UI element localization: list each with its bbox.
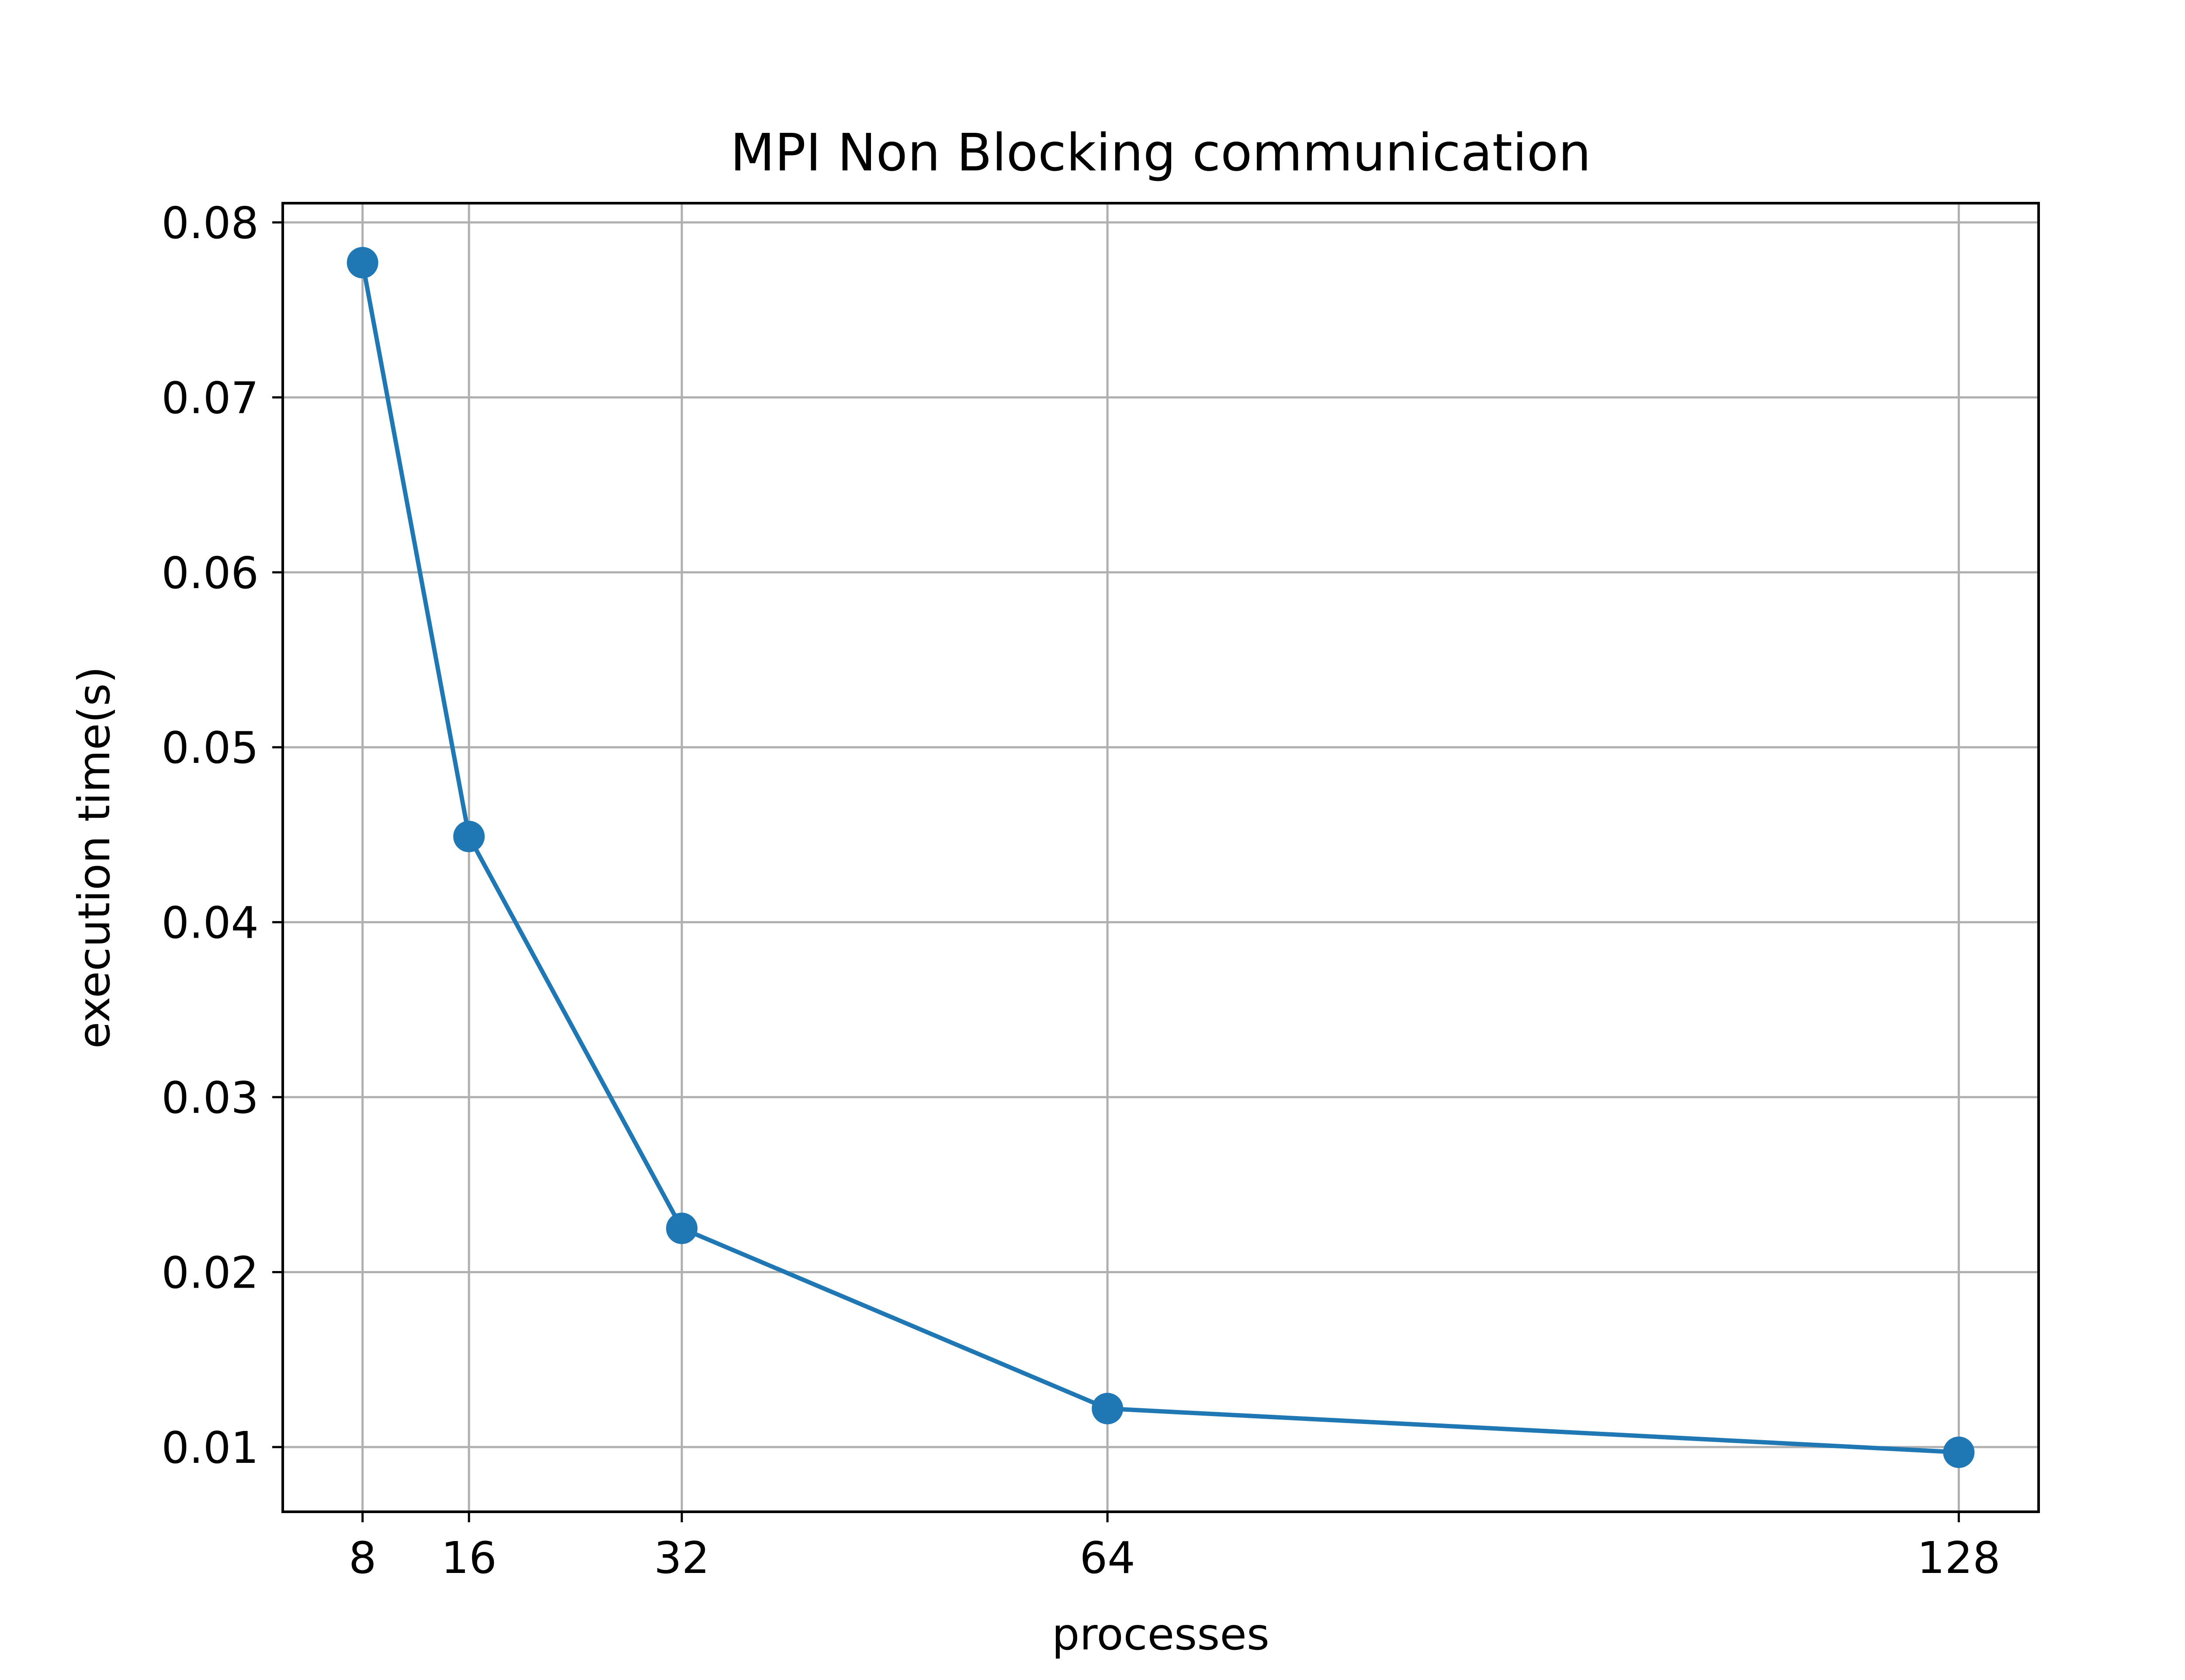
plot-frame [281, 202, 2040, 1513]
x-tick-label: 64 [1080, 1532, 1135, 1583]
x-tick-label: 8 [349, 1532, 377, 1583]
y-tick-label: 0.06 [161, 547, 259, 599]
y-tick-label: 0.05 [161, 722, 259, 773]
data-point [1943, 1436, 1975, 1468]
y-tick-label: 0.07 [161, 372, 259, 423]
x-tick-label: 16 [441, 1532, 497, 1583]
y-tick-label: 0.08 [161, 197, 259, 249]
data-point [347, 247, 378, 279]
y-tick-label: 0.02 [161, 1247, 259, 1298]
grid [283, 203, 2039, 1512]
data-point [666, 1212, 698, 1244]
x-axis-label: processes [1052, 1609, 1269, 1660]
y-tick-label: 0.03 [161, 1072, 259, 1123]
x-tick-label: 128 [1917, 1532, 2001, 1583]
data-point [453, 821, 485, 852]
y-tick-label: 0.04 [161, 897, 259, 949]
data-point [1092, 1392, 1124, 1424]
chart-title: MPI Non Blocking communication [730, 122, 1591, 183]
x-tick-label: 32 [654, 1532, 710, 1583]
y-axis-label: execution time(s) [69, 666, 120, 1049]
y-tick-label: 0.01 [161, 1422, 259, 1473]
ticks: 8 16 32 64 128 0.01 0.02 0.03 0.04 0.05 0.06 0.07 0.… [161, 197, 2000, 1583]
series-layer [347, 247, 1975, 1468]
